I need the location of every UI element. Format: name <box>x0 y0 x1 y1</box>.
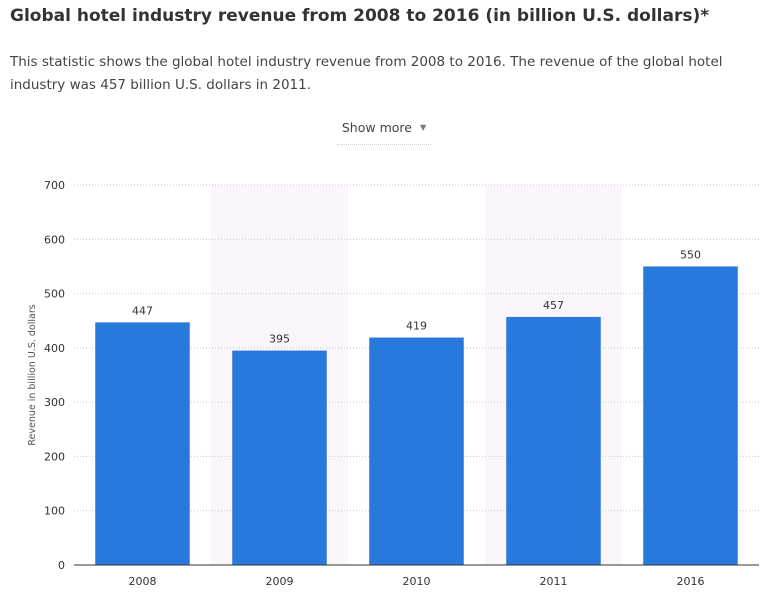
y-tick-label: 600 <box>44 233 65 246</box>
data-label: 395 <box>269 333 290 346</box>
show-more-button[interactable]: Show more ▼ <box>337 118 431 145</box>
y-tick-label: 300 <box>44 396 65 409</box>
x-tick-label: 2011 <box>540 575 568 588</box>
data-label: 550 <box>680 248 701 261</box>
chart-title: Global hotel industry revenue from 2008 … <box>10 6 710 26</box>
y-tick-label: 100 <box>44 505 65 518</box>
y-tick-label: 200 <box>44 450 65 463</box>
y-tick-label: 700 <box>44 179 65 192</box>
x-tick-label: 2008 <box>129 575 157 588</box>
bar-2010 <box>369 337 464 565</box>
y-tick-label: 400 <box>44 342 65 355</box>
bar-2008 <box>95 322 190 565</box>
y-tick-label: 500 <box>44 288 65 301</box>
chart-description: This statistic shows the global hotel in… <box>10 54 723 93</box>
data-label: 457 <box>543 299 564 312</box>
data-label: 447 <box>132 304 153 317</box>
y-axis-title: Revenue in billion U.S. dollars <box>27 304 38 445</box>
chevron-down-icon: ▼ <box>419 123 427 132</box>
x-tick-label: 2010 <box>403 575 431 588</box>
y-tick-label: 0 <box>58 559 65 572</box>
data-label: 419 <box>406 320 427 333</box>
x-tick-label: 2009 <box>266 575 294 588</box>
show-more-label: Show more <box>341 120 412 135</box>
bar-2011 <box>506 316 601 565</box>
bar-2016 <box>643 266 738 565</box>
bar-2009 <box>232 350 327 565</box>
x-tick-label: 2016 <box>677 575 705 588</box>
